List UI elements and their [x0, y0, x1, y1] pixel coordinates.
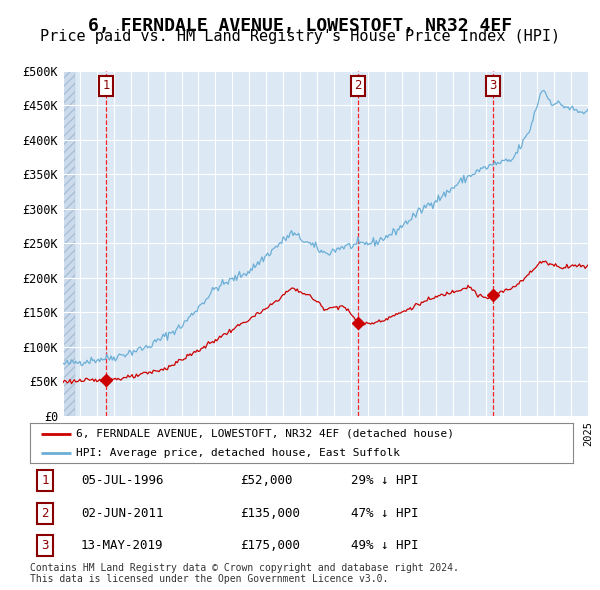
- Text: 02-JUN-2011: 02-JUN-2011: [81, 507, 163, 520]
- Text: This data is licensed under the Open Government Licence v3.0.: This data is licensed under the Open Gov…: [30, 574, 388, 584]
- Text: 05-JUL-1996: 05-JUL-1996: [81, 474, 163, 487]
- Text: 3: 3: [41, 539, 49, 552]
- Text: 13-MAY-2019: 13-MAY-2019: [81, 539, 163, 552]
- Text: £52,000: £52,000: [240, 474, 293, 487]
- Text: 1: 1: [102, 80, 110, 93]
- Text: £135,000: £135,000: [240, 507, 300, 520]
- Text: Price paid vs. HM Land Registry's House Price Index (HPI): Price paid vs. HM Land Registry's House …: [40, 30, 560, 44]
- Text: Contains HM Land Registry data © Crown copyright and database right 2024.: Contains HM Land Registry data © Crown c…: [30, 563, 459, 573]
- Text: 6, FERNDALE AVENUE, LOWESTOFT, NR32 4EF: 6, FERNDALE AVENUE, LOWESTOFT, NR32 4EF: [88, 17, 512, 35]
- Text: 49% ↓ HPI: 49% ↓ HPI: [351, 539, 419, 552]
- Text: 3: 3: [489, 80, 496, 93]
- Text: 2: 2: [354, 80, 362, 93]
- Text: 6, FERNDALE AVENUE, LOWESTOFT, NR32 4EF (detached house): 6, FERNDALE AVENUE, LOWESTOFT, NR32 4EF …: [76, 429, 454, 439]
- Text: 1: 1: [41, 474, 49, 487]
- Text: 29% ↓ HPI: 29% ↓ HPI: [351, 474, 419, 487]
- Text: £175,000: £175,000: [240, 539, 300, 552]
- Text: HPI: Average price, detached house, East Suffolk: HPI: Average price, detached house, East…: [76, 448, 400, 458]
- Text: 2: 2: [41, 507, 49, 520]
- Text: 47% ↓ HPI: 47% ↓ HPI: [351, 507, 419, 520]
